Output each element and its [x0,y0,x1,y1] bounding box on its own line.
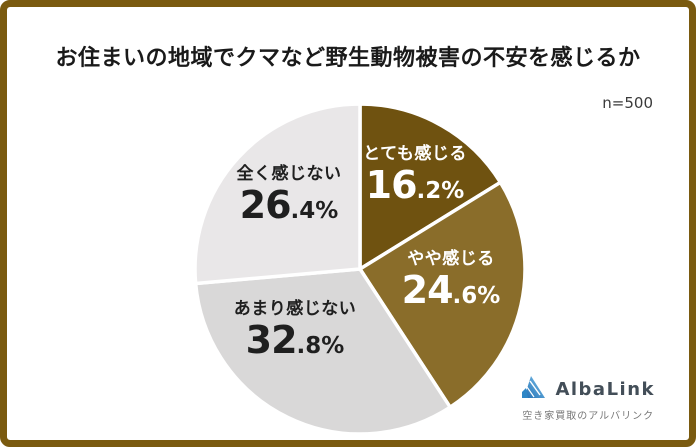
logo-tagline: 空き家買取のアルバリンク [522,411,655,422]
chart-title: お住まいの地域でクマなど野生動物被害の不安を感じるか [55,46,641,71]
pie-chart [193,102,527,436]
pie-slice-2 [193,267,452,436]
logo-wordmark: AlbaLink [555,379,655,400]
pie-slice-0 [358,102,503,271]
pie-slice-1 [358,180,527,409]
brand-logo: AlbaLink 空き家買取のアルバリンク [521,375,655,422]
pie-slice-3 [193,102,362,286]
albalink-mountain-icon [521,375,548,404]
sample-size-note: n=500 [602,94,653,112]
